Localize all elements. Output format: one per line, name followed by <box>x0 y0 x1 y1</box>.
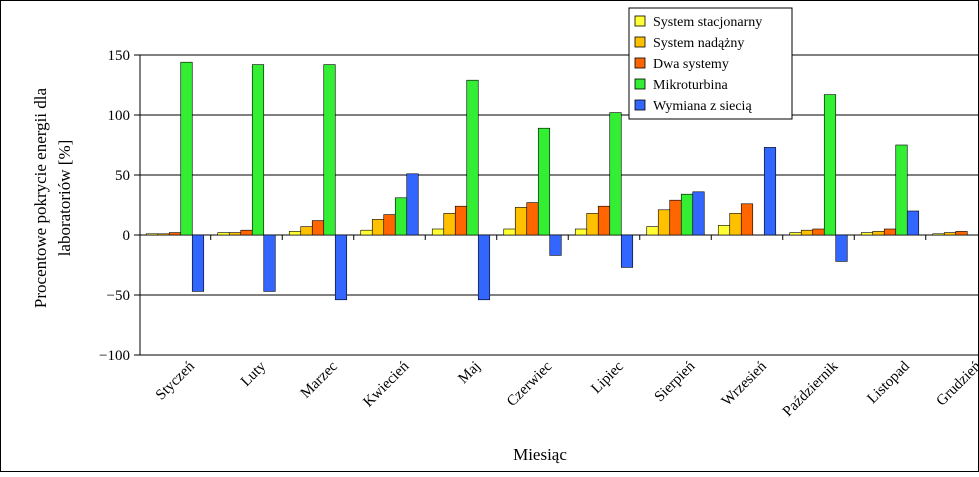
bar <box>575 229 587 235</box>
legend-label: Wymiana z siecią <box>653 99 752 114</box>
bar <box>944 233 956 235</box>
bar <box>824 95 836 235</box>
bar <box>718 225 730 235</box>
bar <box>670 200 682 235</box>
bar <box>790 233 802 235</box>
bar <box>933 234 945 235</box>
bar <box>395 198 407 235</box>
bar <box>241 230 253 235</box>
x-axis-title: Miesiąc <box>513 445 567 464</box>
bar <box>301 227 313 235</box>
bar <box>361 230 373 235</box>
bar <box>432 229 444 235</box>
bar <box>730 213 742 235</box>
bar <box>621 235 633 267</box>
y-tick-label: 100 <box>108 108 131 124</box>
legend-label: Dwa systemy <box>653 57 729 72</box>
bar <box>384 215 396 235</box>
bar <box>312 221 324 235</box>
legend-swatch <box>635 79 645 89</box>
y-axis-title-line: laboratoriów [%] <box>55 140 74 257</box>
bar <box>455 206 467 235</box>
bar <box>598 206 610 235</box>
legend-swatch <box>635 58 645 68</box>
bar <box>907 211 919 235</box>
bar <box>181 62 193 235</box>
y-tick-label: −100 <box>99 348 130 364</box>
legend-swatch <box>635 100 645 110</box>
bar <box>647 227 659 235</box>
y-axis-title-line: Procentowe pokrycie energii dla <box>31 87 50 308</box>
bar <box>896 145 908 235</box>
bar <box>218 233 230 235</box>
bar <box>610 113 622 235</box>
y-tick-label: 150 <box>108 48 131 64</box>
bar <box>467 80 479 235</box>
bar <box>861 233 873 235</box>
bar <box>836 235 848 261</box>
y-tick-label: 50 <box>115 168 130 184</box>
bar <box>169 233 181 235</box>
bar <box>813 229 825 235</box>
bar <box>444 213 456 235</box>
bar <box>764 147 776 235</box>
bar <box>873 231 885 235</box>
bar <box>658 210 670 235</box>
bar <box>538 128 550 235</box>
bar <box>158 234 170 235</box>
bar <box>515 207 527 235</box>
legend-swatch <box>635 16 645 26</box>
y-tick-label: −50 <box>107 288 130 304</box>
bar <box>587 213 599 235</box>
legend-label: System stacjonarny <box>653 15 762 30</box>
bar <box>324 65 336 235</box>
y-tick-label: 0 <box>123 228 131 244</box>
bar <box>681 194 693 235</box>
bar <box>264 235 276 291</box>
bar <box>956 231 968 235</box>
legend-label: System nadążny <box>653 36 744 51</box>
bar <box>884 229 896 235</box>
bar <box>550 235 562 255</box>
bar <box>504 229 516 235</box>
bar <box>801 230 813 235</box>
bar <box>289 231 301 235</box>
bar <box>335 235 347 300</box>
bar <box>407 174 419 235</box>
legend-label: Mikroturbina <box>653 78 728 93</box>
legend: System stacjonarny System nadążny Dwa syst… <box>629 8 792 119</box>
bar <box>146 234 158 235</box>
legend-swatch <box>635 37 645 47</box>
bar <box>527 203 539 235</box>
bar <box>693 192 705 235</box>
bar <box>741 204 753 235</box>
bar <box>252 65 264 235</box>
bar <box>229 233 241 235</box>
bar <box>478 235 490 300</box>
bar <box>192 235 204 291</box>
bar <box>372 219 384 235</box>
